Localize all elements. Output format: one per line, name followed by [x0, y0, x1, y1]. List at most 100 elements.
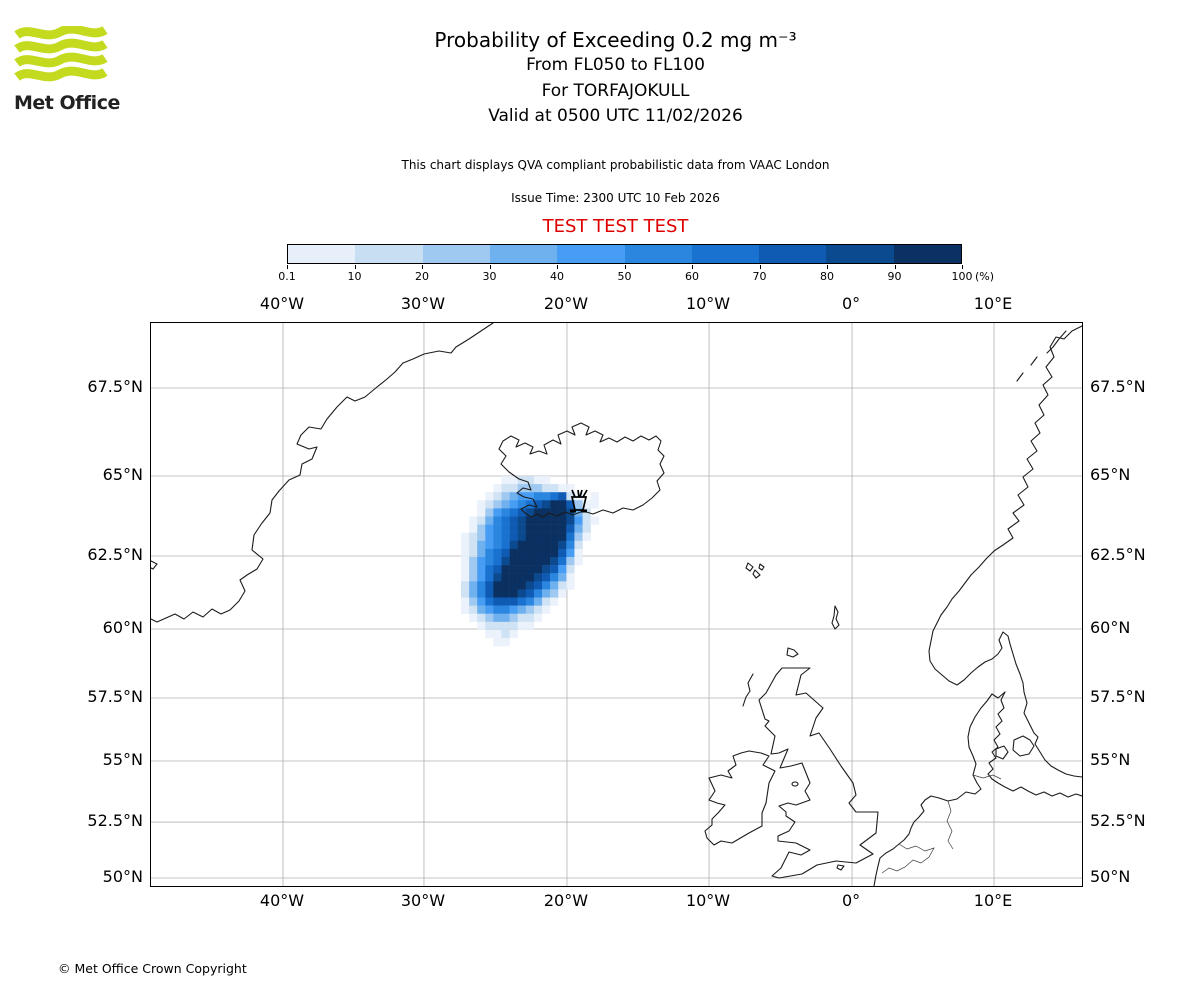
probability-cell	[509, 605, 518, 614]
probability-cell	[550, 548, 559, 558]
colorbar-tick-label: 80	[820, 270, 834, 283]
probability-cell	[550, 532, 559, 542]
probability-cell	[542, 557, 551, 566]
lon-tick-label: 30°W	[400, 294, 446, 313]
probability-cell	[533, 516, 543, 525]
probability-cell	[542, 540, 551, 550]
colorbar-segment	[422, 245, 491, 263]
probability-cell	[566, 492, 575, 501]
lat-tick-label-left: 60°N	[102, 617, 143, 637]
probability-cell	[485, 548, 494, 558]
probability-cell	[509, 540, 518, 550]
probability-cell	[517, 548, 527, 558]
probability-cell	[550, 516, 559, 525]
probability-cell	[461, 573, 470, 582]
colorbar-segment	[624, 245, 693, 263]
probability-cell	[509, 589, 518, 598]
chart-header: Probability of Exceeding 0.2 mg m⁻³ From…	[150, 28, 1081, 130]
probability-cell	[517, 597, 527, 606]
probability-cell	[542, 524, 551, 533]
probability-cell	[485, 532, 494, 542]
probability-cell	[493, 516, 502, 525]
probability-cell	[566, 516, 575, 525]
issue-time: Issue Time: 2300 UTC 10 Feb 2026	[511, 191, 720, 205]
lat-tick-label-right: 65°N	[1090, 465, 1131, 485]
probability-cell	[485, 613, 494, 623]
probability-cell	[542, 573, 551, 582]
probability-cell	[501, 597, 510, 606]
probability-cell	[574, 500, 583, 509]
probability-cell	[493, 532, 502, 542]
probability-cell	[525, 589, 535, 598]
coast-isle-of-wight	[836, 864, 845, 871]
probability-cell	[477, 557, 486, 566]
probability-cell	[509, 508, 518, 517]
lon-tick-label: 20°W	[543, 891, 589, 910]
colorbar-segment	[557, 245, 625, 263]
probability-cell	[501, 548, 510, 558]
probability-cell	[525, 548, 535, 558]
probability-cell	[477, 540, 486, 550]
probability-cell	[525, 565, 535, 574]
coast-iceland	[498, 422, 665, 518]
colorbar-tick	[557, 265, 558, 269]
probability-cell	[542, 508, 551, 517]
probability-cell	[485, 565, 494, 574]
probability-cell	[501, 476, 510, 485]
probability-cell	[477, 581, 486, 590]
probability-cell	[525, 540, 535, 550]
probability-cell	[558, 565, 567, 574]
probability-cell	[509, 492, 518, 501]
met-office-waves-icon	[14, 24, 108, 82]
probability-cell	[485, 557, 494, 566]
qva-compliance-note: This chart displays QVA compliant probab…	[401, 158, 830, 172]
colorbar-tick	[287, 265, 288, 269]
lat-tick-label-right: 50°N	[1090, 867, 1131, 886]
probability-cell	[550, 597, 559, 606]
probability-cell	[550, 557, 559, 566]
probability-cell	[477, 613, 486, 623]
probability-cell	[493, 589, 502, 598]
probability-cell	[501, 581, 510, 590]
probability-cell	[558, 500, 567, 509]
probability-cell	[509, 557, 518, 566]
colorbar-segment	[826, 245, 895, 263]
coast-jutland-east-baltic	[987, 691, 1082, 798]
probability-cell	[493, 565, 502, 574]
probability-cell	[493, 613, 502, 623]
probability-cell	[509, 613, 518, 623]
probability-cell	[533, 492, 543, 501]
lat-tick-label-left: 55°N	[102, 750, 143, 769]
probability-cell	[461, 565, 470, 574]
probability-cell	[485, 508, 494, 517]
probability-cell	[501, 589, 510, 598]
probability-cell	[469, 589, 478, 598]
colorbar-tick-label: 30	[482, 270, 497, 283]
probability-cell	[469, 540, 478, 550]
probability-cell	[493, 573, 502, 582]
probability-cell	[477, 605, 486, 614]
colorbar-unit-label: (%)	[975, 270, 995, 283]
colorbar-segment	[893, 245, 962, 263]
probability-cell	[542, 500, 551, 509]
probability-cell	[501, 500, 510, 509]
probability-cell	[477, 516, 486, 525]
probability-cell	[501, 557, 510, 566]
probability-cell	[517, 557, 527, 566]
coast-great-britain	[758, 667, 879, 879]
probability-cell	[493, 581, 502, 590]
probability-cell	[517, 605, 527, 614]
probability-cell	[509, 532, 518, 542]
probability-cell	[469, 516, 478, 525]
probability-cell	[493, 548, 502, 558]
copyright-notice: © Met Office Crown Copyright	[58, 961, 247, 976]
probability-cell	[533, 557, 543, 566]
probability-cell	[550, 484, 559, 493]
probability-cell	[525, 613, 535, 623]
probability-cell	[509, 484, 518, 493]
probability-cell	[517, 516, 527, 525]
colorbar-tick-label: 40	[550, 270, 564, 283]
probability-cell	[509, 565, 518, 574]
probability-cell	[469, 613, 478, 623]
colorbar-tick-label: 90	[887, 270, 902, 283]
